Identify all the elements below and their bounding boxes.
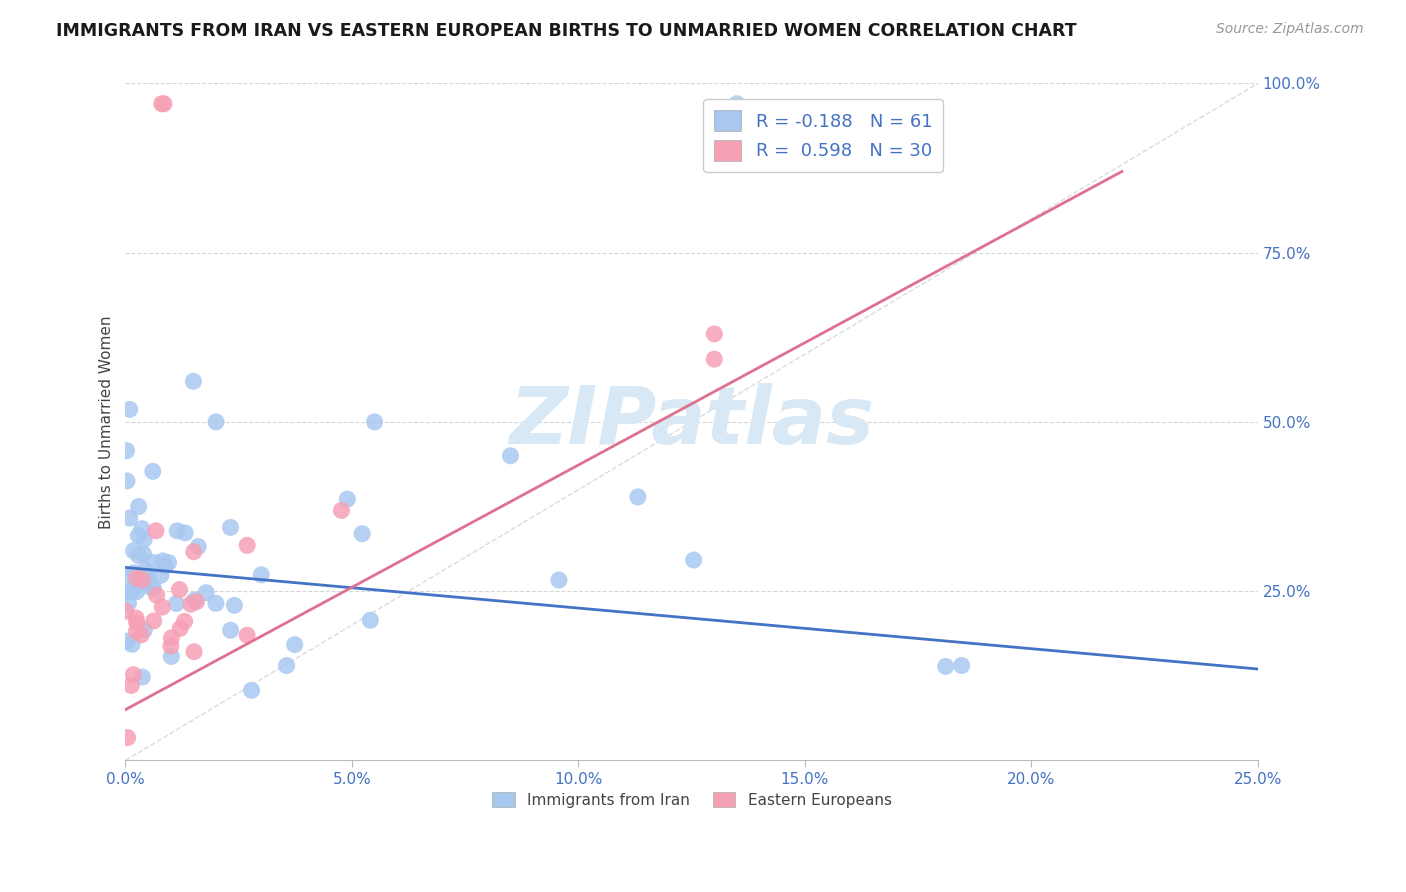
Point: [122, 566, 145, 580]
Point: [118, 511, 141, 525]
Point: [499, 449, 522, 463]
Point: [160, 639, 183, 653]
Point: [121, 637, 143, 651]
Point: [224, 599, 246, 613]
Point: [548, 573, 571, 587]
Point: [169, 621, 191, 635]
Point: [157, 556, 180, 570]
Point: [935, 659, 957, 673]
Point: [166, 524, 188, 538]
Point: [145, 588, 167, 602]
Point: [122, 543, 145, 558]
Point: [115, 474, 138, 488]
Point: [125, 571, 148, 585]
Point: [152, 554, 174, 568]
Point: [131, 670, 153, 684]
Point: [236, 628, 259, 642]
Point: [703, 326, 725, 341]
Point: [131, 522, 153, 536]
Point: [125, 615, 148, 630]
Point: [153, 96, 176, 111]
Text: IMMIGRANTS FROM IRAN VS EASTERN EUROPEAN BIRTHS TO UNMARRIED WOMEN CORRELATION C: IMMIGRANTS FROM IRAN VS EASTERN EUROPEAN…: [56, 22, 1077, 40]
Point: [950, 658, 973, 673]
Point: [250, 567, 273, 582]
Point: [132, 547, 155, 561]
Point: [180, 597, 202, 611]
Point: [627, 490, 650, 504]
Point: [117, 596, 139, 610]
Point: [183, 645, 205, 659]
Legend: Immigrants from Iran, Eastern Europeans: Immigrants from Iran, Eastern Europeans: [485, 786, 898, 814]
Point: [134, 623, 156, 637]
Point: [682, 553, 704, 567]
Point: [169, 582, 191, 597]
Point: [129, 628, 152, 642]
Point: [127, 528, 149, 542]
Point: [134, 533, 156, 547]
Point: [114, 604, 136, 618]
Point: [120, 678, 142, 692]
Point: [184, 593, 207, 607]
Point: [120, 584, 142, 599]
Point: [134, 563, 156, 577]
Point: [125, 579, 148, 593]
Point: [142, 614, 165, 628]
Point: [236, 538, 259, 552]
Point: [276, 658, 298, 673]
Point: [219, 624, 242, 638]
Point: [153, 559, 176, 574]
Point: [128, 500, 150, 514]
Point: [160, 631, 183, 645]
Point: [117, 585, 139, 599]
Point: [703, 352, 725, 367]
Point: [142, 556, 165, 570]
Point: [183, 545, 205, 559]
Point: [115, 634, 138, 648]
Text: Source: ZipAtlas.com: Source: ZipAtlas.com: [1216, 22, 1364, 37]
Point: [118, 402, 141, 417]
Point: [141, 581, 163, 595]
Point: [131, 573, 153, 587]
Point: [149, 568, 172, 582]
Point: [219, 520, 242, 534]
Point: [330, 503, 353, 517]
Point: [150, 96, 173, 111]
Point: [359, 613, 381, 627]
Point: [165, 597, 187, 611]
Point: [173, 615, 195, 629]
Point: [363, 415, 385, 429]
Point: [125, 584, 148, 599]
Point: [174, 525, 197, 540]
Point: [284, 638, 307, 652]
Point: [150, 600, 173, 615]
Point: [145, 524, 167, 538]
Point: [122, 667, 145, 681]
Point: [183, 374, 205, 388]
Point: [160, 649, 183, 664]
Point: [128, 549, 150, 563]
Point: [125, 624, 148, 639]
Point: [187, 540, 209, 554]
Point: [205, 415, 228, 429]
Point: [117, 731, 139, 745]
Point: [125, 611, 148, 625]
Point: [136, 574, 159, 589]
Point: [195, 585, 218, 599]
Point: [115, 443, 138, 458]
Point: [142, 464, 165, 478]
Point: [205, 596, 228, 610]
Point: [336, 492, 359, 507]
Y-axis label: Births to Unmarried Women: Births to Unmarried Women: [100, 315, 114, 529]
Text: ZIPatlas: ZIPatlas: [509, 383, 875, 461]
Point: [138, 570, 160, 584]
Point: [725, 96, 748, 111]
Point: [186, 595, 208, 609]
Point: [352, 526, 374, 541]
Point: [240, 683, 263, 698]
Point: [142, 581, 165, 595]
Point: [117, 569, 139, 583]
